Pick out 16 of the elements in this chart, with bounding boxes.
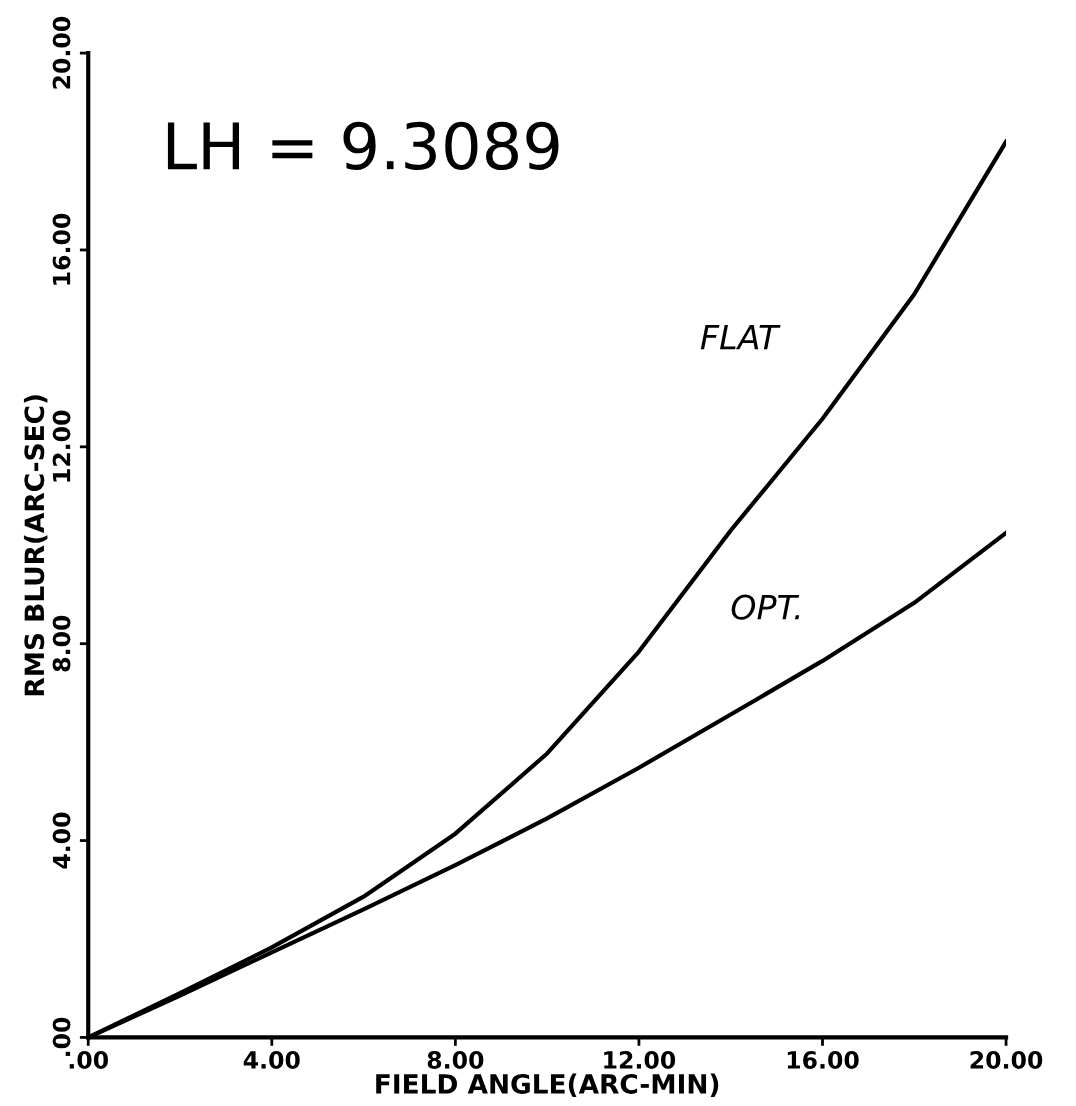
x-tick-label: .00 — [69, 1051, 109, 1069]
x-tick-label: 12.00 — [604, 1051, 676, 1069]
y-axis-title: RMS BLUR(ARC-SEC) — [23, 395, 48, 696]
x-tick-label: 20.00 — [970, 1051, 1043, 1069]
x-tick-label: 16.00 — [787, 1051, 859, 1069]
y-tick-label: 20.00 — [52, 16, 71, 89]
y-tick-label: 8.00 — [52, 615, 71, 672]
x-tick-label: 8.00 — [427, 1051, 484, 1069]
text: FLAT — [700, 325, 781, 350]
x-tick-label: 4.00 — [243, 1051, 300, 1069]
series-label: OPT. — [731, 594, 800, 620]
x-axis-title: FIELD ANGLE(ARC-MIN) — [376, 1073, 719, 1098]
y-tick-label: 12.00 — [52, 410, 71, 482]
y-tick-label: 4.00 — [52, 812, 71, 869]
y-tick-label: 16.00 — [52, 213, 71, 285]
annotation: LH = 9.3089 — [167, 121, 559, 171]
